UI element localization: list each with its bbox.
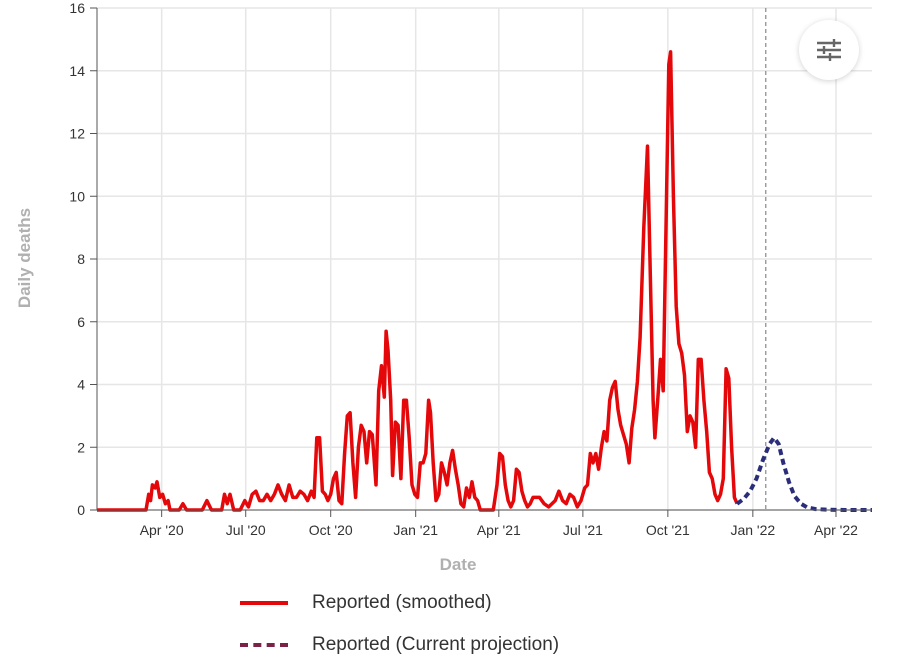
series-layer [97, 50, 872, 512]
y-tick-label: 6 [77, 314, 85, 330]
sliders-icon [817, 39, 841, 61]
legend-swatch-solid [240, 601, 288, 605]
y-tick-label: 10 [69, 188, 85, 204]
x-tick-label: Jul '20 [226, 522, 266, 538]
legend-item-reported-smoothed[interactable]: Reported (smoothed) [240, 588, 559, 618]
legend-label: Reported (Current projection) [312, 634, 560, 655]
y-tick-label: 14 [69, 63, 85, 79]
y-tick-label: 8 [77, 251, 85, 267]
daily-deaths-chart: 0 2 4 6 8 10 12 14 16 Apr '20 Jul '20 Oct '20 Jan '… [15, 0, 872, 574]
x-tick-label: Jul '21 [563, 522, 603, 538]
y-tick-label: 4 [77, 377, 85, 393]
grid [97, 7, 872, 511]
x-tick-label: Apr '22 [814, 522, 858, 538]
y-tick-label: 0 [77, 502, 85, 518]
legend-swatch-dashed [240, 643, 288, 647]
x-tick-label: Oct '21 [646, 522, 690, 538]
x-axis-title: Date [440, 555, 477, 574]
x-axis: Apr '20 Jul '20 Oct '20 Jan '21 Apr '21 Jul '… [97, 509, 872, 538]
legend-item-current-projection[interactable]: Reported (Current projection) [240, 630, 559, 660]
y-tick-label: 12 [69, 126, 85, 142]
series-line-0 [97, 50, 739, 512]
x-tick-label: Jan '22 [730, 522, 775, 538]
y-axis-title: Daily deaths [15, 208, 34, 308]
x-tick-label: Apr '21 [477, 522, 521, 538]
y-axis: 0 2 4 6 8 10 12 14 16 [69, 0, 98, 518]
legend-label: Reported (smoothed) [312, 592, 492, 613]
legend: Reported (smoothed) Reported (Current pr… [240, 588, 559, 672]
y-tick-label: 16 [69, 0, 85, 16]
x-tick-label: Oct '20 [309, 522, 353, 538]
x-tick-label: Apr '20 [140, 522, 184, 538]
chart-settings-button[interactable] [799, 20, 859, 80]
x-tick-label: Jan '21 [393, 522, 438, 538]
y-tick-label: 2 [77, 439, 85, 455]
series-line-1 [735, 435, 872, 512]
